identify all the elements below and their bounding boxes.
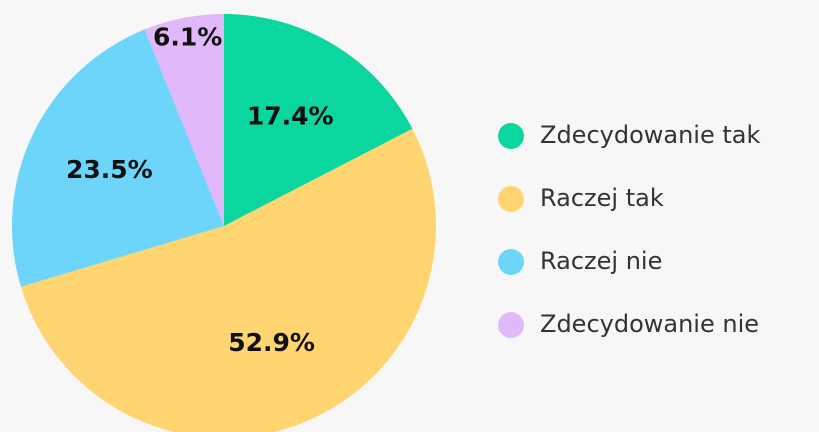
data-label: 23.5% [66, 155, 153, 184]
data-label: 52.9% [228, 328, 315, 357]
legend-swatch [498, 312, 524, 338]
legend-label: Zdecydowanie tak [540, 121, 760, 149]
legend-swatch [498, 249, 524, 275]
legend-label: Raczej tak [540, 184, 664, 212]
pie-slice [20, 128, 436, 432]
data-label: 17.4% [247, 101, 334, 130]
pie-slice [224, 14, 413, 226]
pie-slice [144, 14, 224, 226]
legend-label: Raczej nie [540, 247, 662, 275]
data-label: 6.1% [153, 23, 222, 52]
legend-swatch [498, 123, 524, 149]
legend-swatch [498, 186, 524, 212]
legend-label: Zdecydowanie nie [540, 310, 759, 338]
pie-slice [12, 29, 225, 287]
